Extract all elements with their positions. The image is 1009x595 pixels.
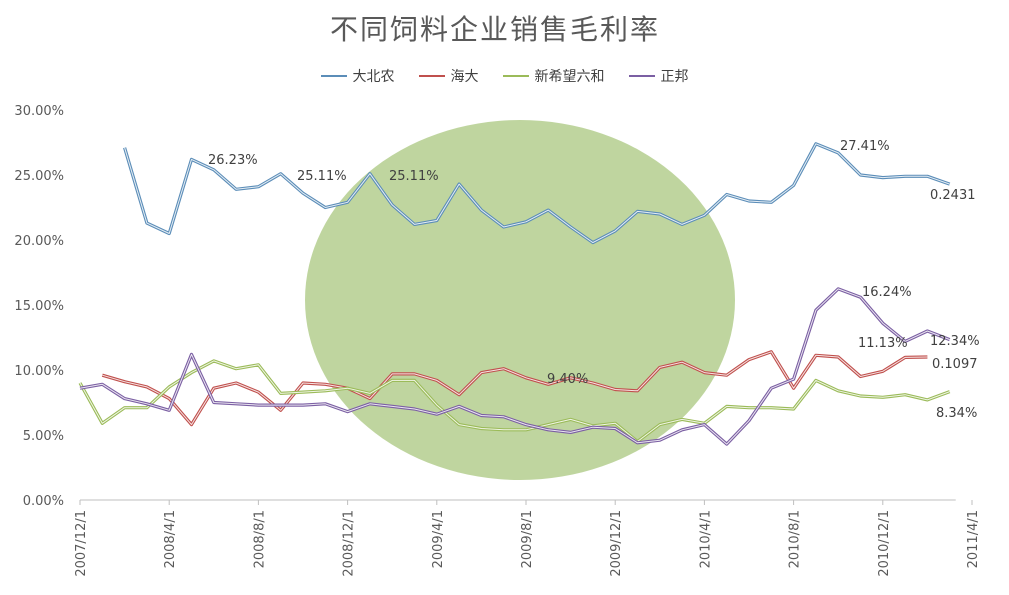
x-tick-label: 2011/4/1 bbox=[966, 510, 981, 568]
data-label: 12.34% bbox=[930, 334, 980, 349]
x-tick-label: 2009/8/1 bbox=[520, 510, 535, 568]
x-tick-label: 2010/12/1 bbox=[877, 510, 892, 577]
legend-swatch-dabeinong bbox=[320, 75, 347, 77]
data-label: 25.11% bbox=[389, 169, 439, 184]
legend-swatch-xinxiwang bbox=[502, 75, 529, 77]
legend-swatch-zhengbang bbox=[628, 75, 655, 77]
data-label: 11.13% bbox=[858, 336, 908, 351]
legend-item-xinxiwang: 新希望六和 bbox=[502, 66, 605, 86]
legend-item-dabeinong: 大北农 bbox=[320, 66, 395, 86]
chart-title: 不同饲料企业销售毛利率 bbox=[329, 13, 660, 46]
x-tick-label: 2008/8/1 bbox=[252, 510, 267, 568]
legend-label-dabeinong: 大北农 bbox=[352, 69, 395, 85]
data-label: 25.11% bbox=[297, 169, 347, 184]
y-tick-label: 10.00% bbox=[14, 364, 64, 379]
data-label: 26.23% bbox=[208, 153, 258, 168]
x-tick-label: 2008/12/1 bbox=[342, 510, 357, 577]
data-label: 27.41% bbox=[840, 139, 890, 154]
data-label: 9.40% bbox=[547, 372, 588, 387]
legend-item-zhengbang: 正邦 bbox=[628, 66, 689, 86]
y-tick-label: 25.00% bbox=[14, 169, 64, 184]
y-tick-label: 5.00% bbox=[23, 429, 64, 444]
legend-swatch-haida bbox=[418, 75, 445, 77]
data-label: 0.2431 bbox=[930, 188, 976, 203]
legend-item-haida: 海大 bbox=[418, 66, 479, 86]
x-tick-label: 2010/4/1 bbox=[698, 510, 713, 568]
legend-label-xinxiwang: 新希望六和 bbox=[534, 69, 605, 85]
y-tick-label: 15.00% bbox=[14, 299, 64, 314]
legend-label-zhengbang: 正邦 bbox=[660, 69, 689, 85]
series-line-zhengbang-inner bbox=[79, 288, 950, 445]
x-tick-label: 2007/12/1 bbox=[74, 510, 89, 577]
data-label: 8.34% bbox=[936, 406, 977, 421]
y-tick-label: 30.00% bbox=[14, 104, 64, 119]
x-tick-label: 2009/4/1 bbox=[431, 510, 446, 568]
x-tick-label: 2009/12/1 bbox=[609, 510, 624, 577]
y-tick-label: 20.00% bbox=[14, 234, 64, 249]
legend: 大北农 海大 新希望六和 正邦 bbox=[0, 66, 1009, 86]
series-line-dabeinong-inner bbox=[124, 143, 950, 244]
x-tick-label: 2010/8/1 bbox=[788, 510, 803, 568]
data-label: 0.1097 bbox=[932, 357, 978, 372]
x-tick-label: 2008/4/1 bbox=[163, 510, 178, 568]
y-tick-label: 0.00% bbox=[23, 494, 64, 509]
series-line-xinxiwang-inner bbox=[79, 360, 950, 442]
data-label: 16.24% bbox=[862, 285, 912, 300]
legend-label-haida: 海大 bbox=[450, 69, 479, 85]
